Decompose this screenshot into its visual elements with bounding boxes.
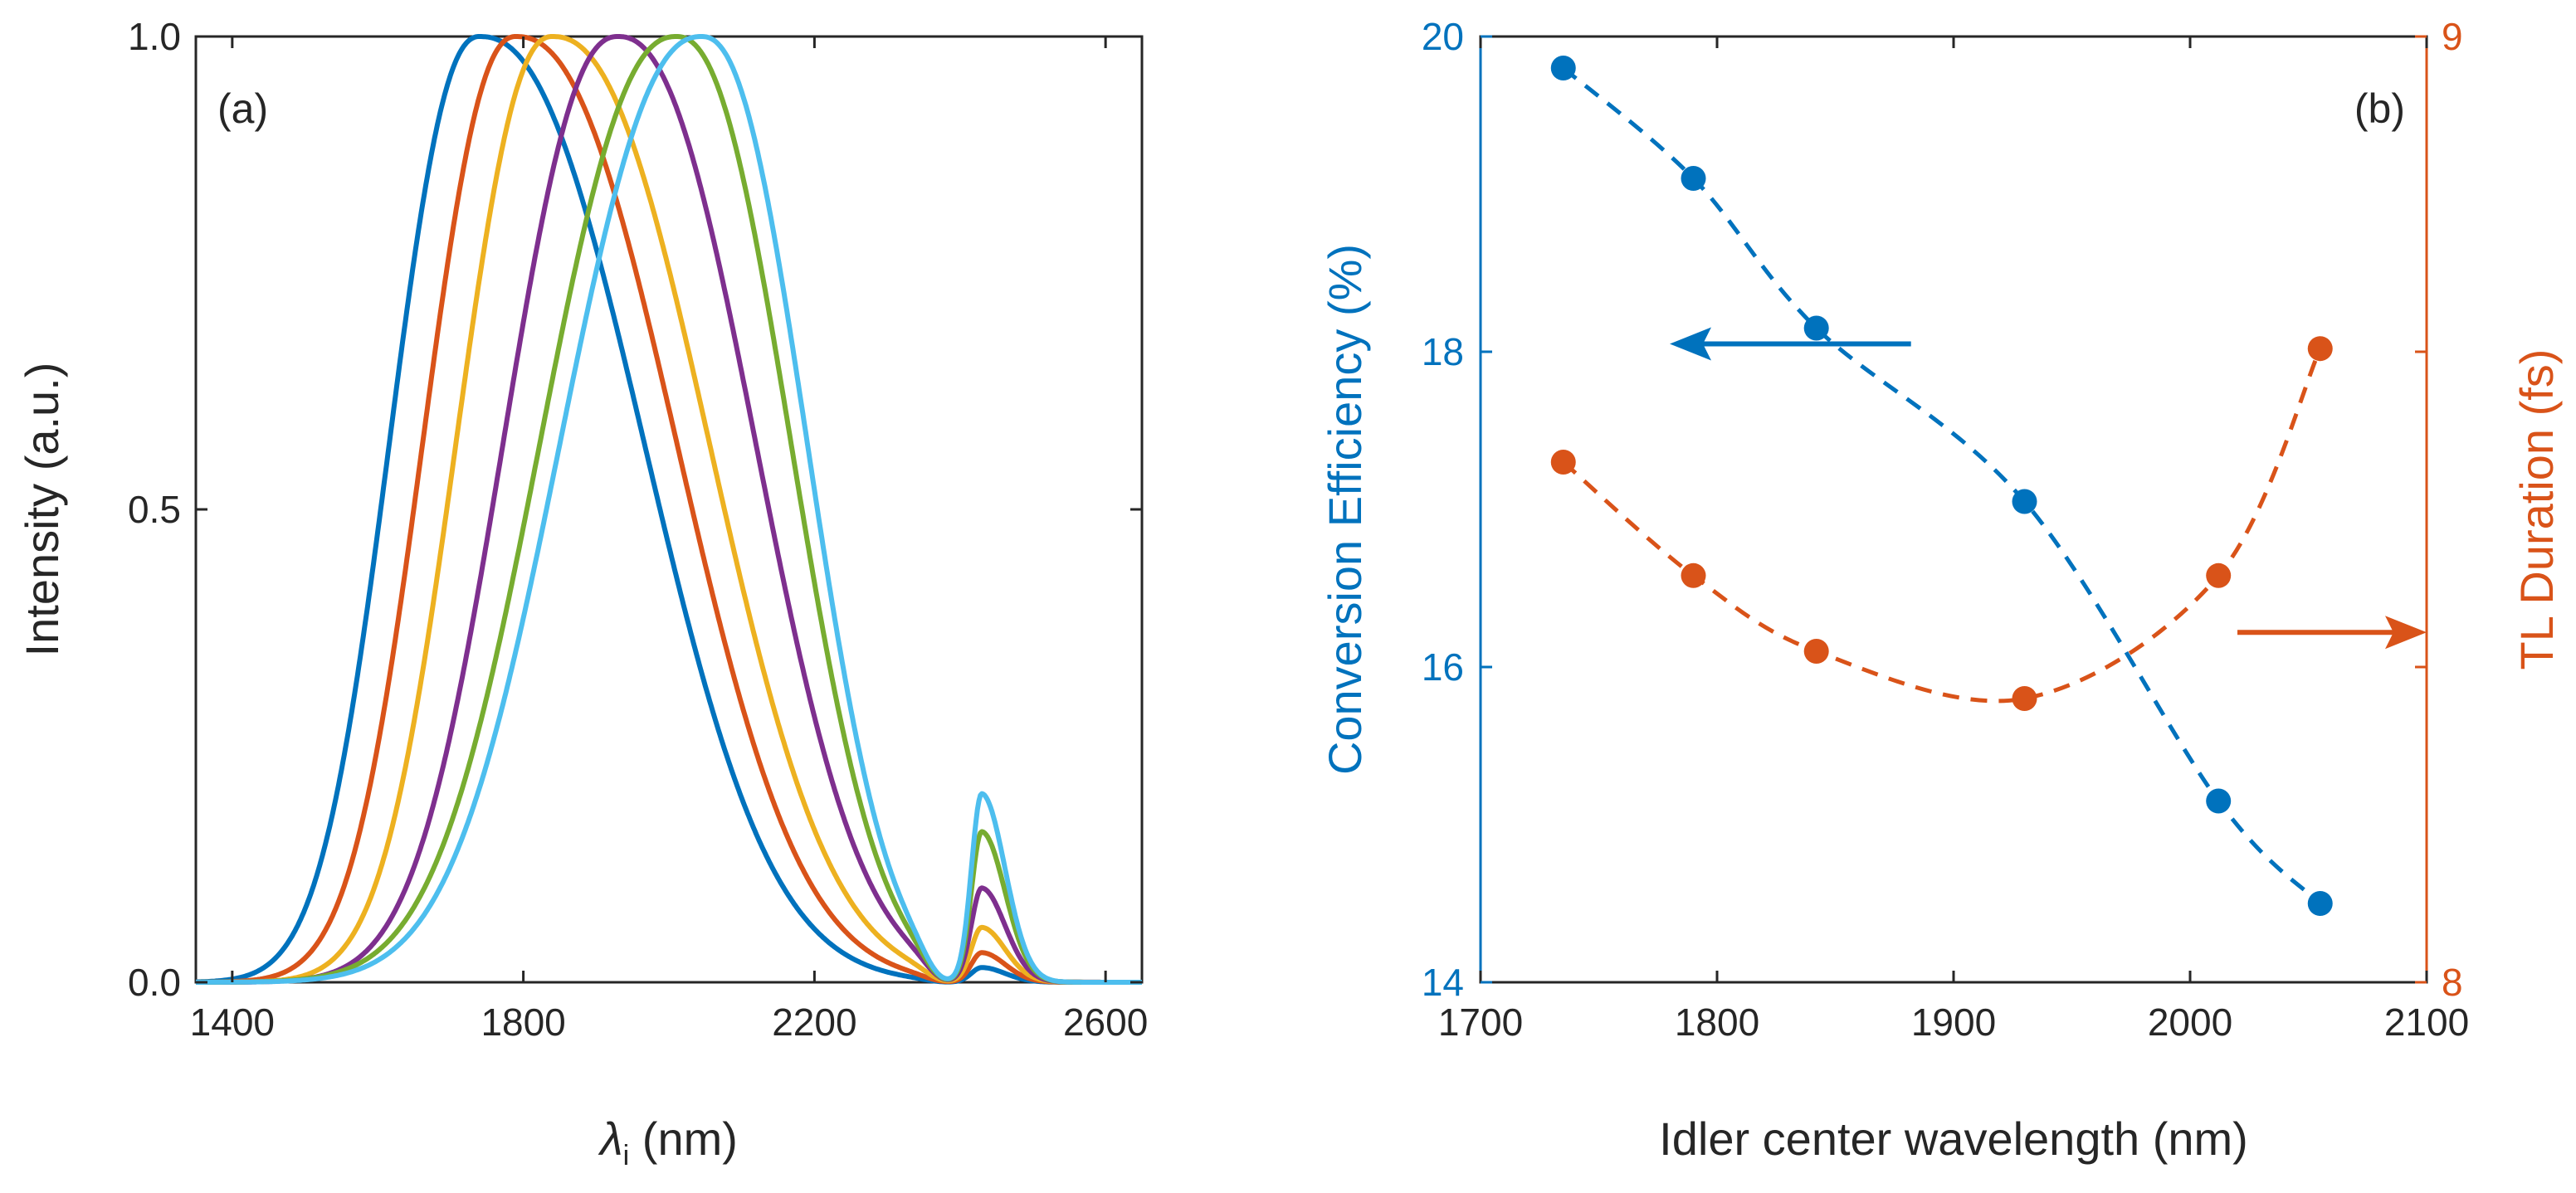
panel-b-x-axis-title: Idler center wavelength (nm): [1659, 1113, 2248, 1165]
panel-a-x-axis-title: λi (nm): [598, 1113, 738, 1171]
tl-duration-dashed-line: [1562, 348, 2323, 704]
panel-b-arrows-group: [1670, 327, 2427, 650]
panel-a-x-axis-symbol: λ: [598, 1113, 623, 1165]
panel-b-left-y-tick-label: 20: [1422, 15, 1464, 58]
efficiency-point: [1681, 166, 1706, 191]
panel-a-ticks-group: 1400 1800 2200 2600 0.0 0.5 1.0: [128, 15, 1148, 1044]
panel-b-label: (b): [2354, 85, 2405, 132]
tl-duration-point: [2307, 336, 2333, 362]
panel-a: 1400 1800 2200 2600 0.0 0.5 1.0 (a) Intensity …: [16, 15, 1148, 1171]
efficiency-dashed-line: [1562, 66, 2322, 905]
panel-b-left-y-tick-label: 16: [1422, 645, 1464, 689]
panel-b-left-y-tick-label: 18: [1422, 330, 1464, 373]
panel-b-series-group: [1550, 56, 2333, 916]
panel-a-x-tick-label: 2200: [772, 1001, 856, 1044]
tl-duration-axis-arrow-head: [2385, 616, 2427, 650]
panel-a-x-tick-label: 1400: [190, 1001, 275, 1044]
efficiency-point: [1803, 315, 1829, 341]
spectrum-line: [194, 34, 1144, 985]
efficiency-axis-arrow-head: [1670, 327, 1711, 361]
panel-b-x-tick-label: 1800: [1675, 1001, 1759, 1044]
efficiency-point: [2012, 489, 2037, 514]
panel-a-x-tick-label: 1800: [481, 1001, 565, 1044]
spectrum-line: [194, 34, 1144, 985]
panel-a-x-axis-unit: (nm): [642, 1113, 738, 1165]
tl-duration-point: [2206, 562, 2232, 588]
panel-a-y-axis-title: Intensity (a.u.): [16, 363, 68, 657]
panel-b: 1700 1800 1900 2000 2100 14 16 18 20 8 9 (b) Conve…: [1319, 15, 2563, 1165]
efficiency-point: [2206, 788, 2232, 814]
tl-duration-point: [1550, 450, 1576, 475]
spectrum-line: [194, 34, 1144, 985]
panel-a-series-group: [194, 34, 1144, 985]
panel-b-plot-frame: [1479, 35, 2428, 984]
panel-b-ticks-group: 1700 1800 1900 2000 2100 14 16 18 20 8 9: [1422, 15, 2469, 1044]
efficiency-point: [2307, 891, 2333, 916]
panel-a-y-tick-label: 0.5: [128, 488, 181, 531]
panel-b-right-axis-title: TL Duration (fs): [2510, 349, 2563, 670]
panel-b-x-tick-label: 2100: [2384, 1001, 2469, 1044]
spectrum-line: [194, 34, 1144, 985]
efficiency-point: [1550, 56, 1576, 80]
tl-duration-point: [1803, 639, 1829, 664]
panel-a-x-tick-label: 2600: [1063, 1001, 1148, 1044]
panel-b-x-tick-label: 1900: [1911, 1001, 1996, 1044]
panel-a-label: (a): [217, 85, 268, 132]
spectrum-line: [194, 34, 1144, 985]
panel-b-right-y-tick-label: 8: [2442, 961, 2463, 1004]
panel-a-y-tick-label: 1.0: [128, 15, 181, 58]
tl-duration-point: [1681, 562, 1706, 588]
panel-b-left-axis-title: Conversion Efficiency (%): [1319, 244, 1371, 775]
panel-b-x-tick-label: 1700: [1438, 1001, 1523, 1044]
tl-duration-point: [2012, 686, 2037, 711]
panel-a-y-tick-label: 0.0: [128, 961, 181, 1004]
panel-b-left-y-tick-label: 14: [1422, 961, 1464, 1004]
panel-a-x-axis-unit-space: [629, 1113, 642, 1165]
panel-b-x-tick-label: 2000: [2148, 1001, 2232, 1044]
spectrum-line: [194, 34, 1144, 985]
panel-b-right-y-tick-label: 9: [2442, 15, 2463, 58]
panel-a-x-axis-subscript: i: [623, 1140, 630, 1171]
